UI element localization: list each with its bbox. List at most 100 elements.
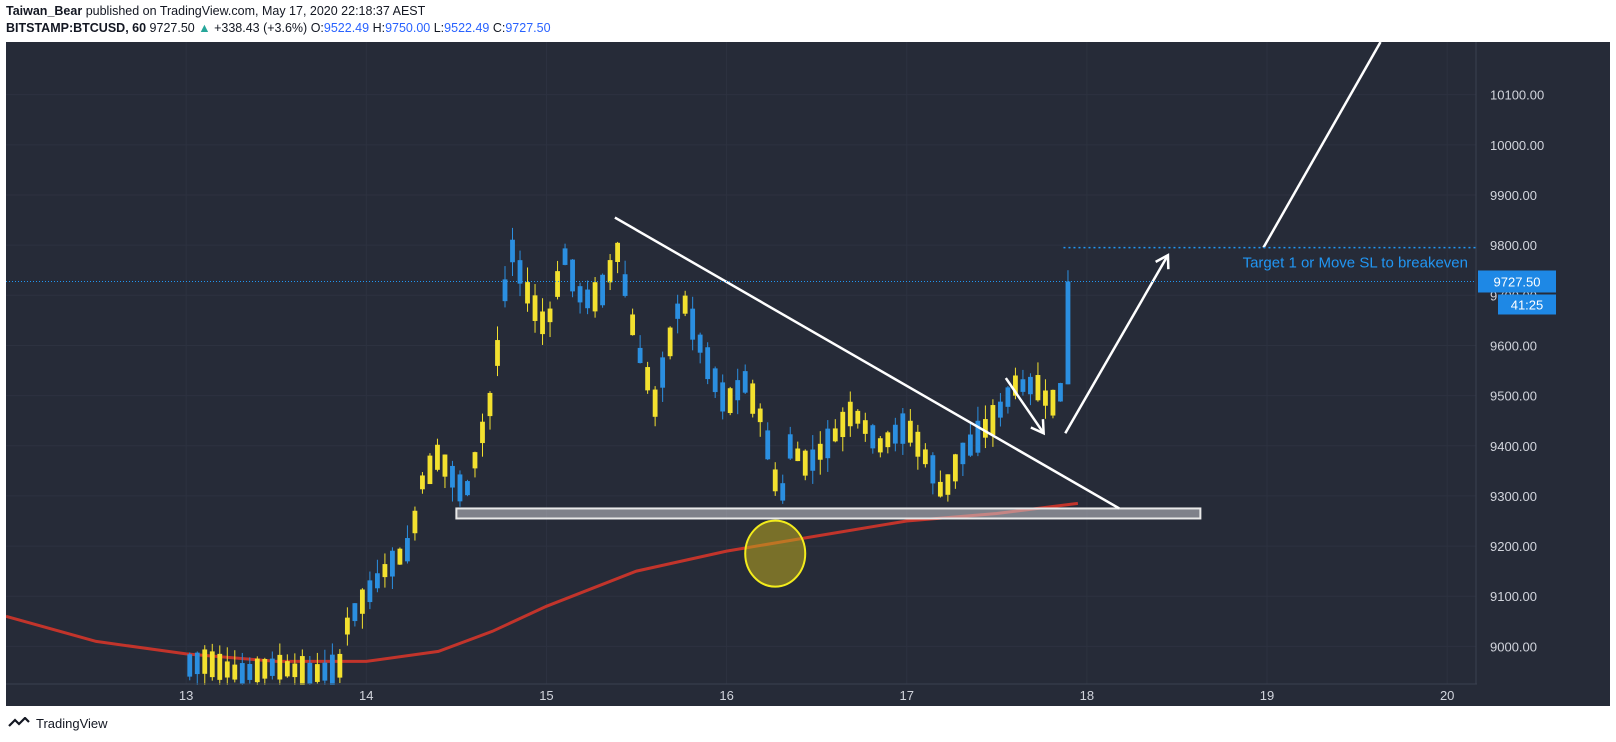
candle-body [457,474,463,502]
tradingview-logo-icon [8,716,30,727]
candle-body [615,242,621,262]
candle-body [802,450,808,476]
candle-body [1065,281,1071,385]
ohlc-close-value: 9727.50 [505,21,551,35]
descending-trendline [614,216,1120,510]
candle-body [420,475,425,490]
ohlc-low-value: 9522.49 [444,21,490,35]
ohlc-high-value: 9750.00 [385,21,431,35]
candle-body [442,454,448,477]
x-tick-label: 17 [900,688,914,703]
candle-body [607,260,613,283]
symbol-name[interactable]: BITSTAMP:BTCUSD, 60 [6,21,147,35]
up-triangle-icon: ▲ [198,21,211,35]
candle-body [780,483,786,501]
candle-body [998,401,1003,418]
candle-body [435,444,440,470]
candle-body [254,658,260,683]
author-name[interactable]: Taiwan_Bear [6,4,83,18]
candle-body [810,449,816,471]
candle-body [224,661,230,678]
candle-body [262,659,268,679]
highlight-circle [744,519,807,588]
y-tick-label: 9300.00 [1490,489,1537,504]
candle-body [907,420,913,443]
candle-body [450,465,455,488]
last-price-tag [1478,270,1556,293]
y-tick-label: 9400.00 [1490,439,1537,454]
y-tick-label: 9000.00 [1490,639,1537,654]
candle-body [697,334,703,353]
candle-body [682,295,688,314]
breakout-arrow [1064,253,1170,434]
axes [6,42,1610,706]
ohlc-low-label: L: [433,21,445,35]
candle-body [465,481,470,496]
candle-body [727,388,733,414]
x-tick-label: 15 [539,688,553,703]
last-price-label-group: 9727.50 41:25 [1478,270,1556,315]
candle-body [757,408,763,423]
candle-body [405,538,410,562]
y-axis-ticks: 9000.00 9100.00 9200.00 9300.00 9400.00 9500.… [1490,88,1544,655]
candle-body [870,425,876,449]
x-tick-label: 14 [359,688,373,703]
x-axis-ticks: 13 14 15 16 17 18 19 20 [179,688,1454,703]
candle-body [337,653,343,678]
candle-body [299,656,305,688]
y-tick-label: 10000.00 [1490,138,1544,153]
y-tick-label: 9800.00 [1490,238,1537,253]
countdown-value: 41:25 [1511,297,1544,312]
candle-body [787,434,793,459]
candle-body [585,289,590,309]
candle-body [532,295,538,321]
candle-body [592,282,598,312]
candle-body [667,327,673,357]
candle-body [570,259,575,292]
candle-body [495,340,500,366]
candle-body [187,654,193,677]
candle-body [735,380,741,401]
arrow-head [1030,419,1045,436]
ohlc-high-label: H: [372,21,386,35]
candle-body [562,248,568,265]
candle-body [540,311,545,335]
arrow-head [1155,253,1170,270]
candle-body [344,617,350,635]
candle-body [1028,376,1033,395]
candle-body [202,649,208,674]
x-tick-label: 20 [1440,688,1454,703]
candle-body [1005,387,1011,407]
published-text: published on TradingView.com, May 17, 20… [85,4,426,18]
candle-body [1043,390,1048,406]
footer-brand[interactable]: TradingView [36,716,108,731]
candle-body [1035,375,1041,401]
candle-body [630,314,636,336]
candle-body [652,389,658,417]
candle-body [487,392,493,417]
candle-body [637,347,643,364]
candle-body [960,442,966,465]
candle-body [892,424,898,444]
price-change: +338.43 (+3.6%) [214,21,308,35]
candle-body [705,347,711,380]
candle-body [555,271,560,297]
y-tick-label: 9200.00 [1490,539,1537,554]
y-tick-label: 9900.00 [1490,188,1537,203]
chart-canvas[interactable]: Target 1 or Move SL to breakeven 9000.00… [6,42,1610,706]
candle-body [517,260,523,284]
candle-body [525,282,530,304]
candle-body [375,573,380,589]
candle-body [975,420,981,453]
candle-body [510,239,515,263]
candle-body [900,413,906,444]
x-tick-label: 18 [1080,688,1094,703]
candle-body [862,420,868,434]
candle-body [832,428,838,442]
y-tick-label: 9500.00 [1490,389,1537,404]
candle-body [1013,375,1018,396]
candle-body [645,367,651,391]
chart-background [6,42,1610,706]
candle-body [239,663,245,685]
candle-body [877,438,883,453]
